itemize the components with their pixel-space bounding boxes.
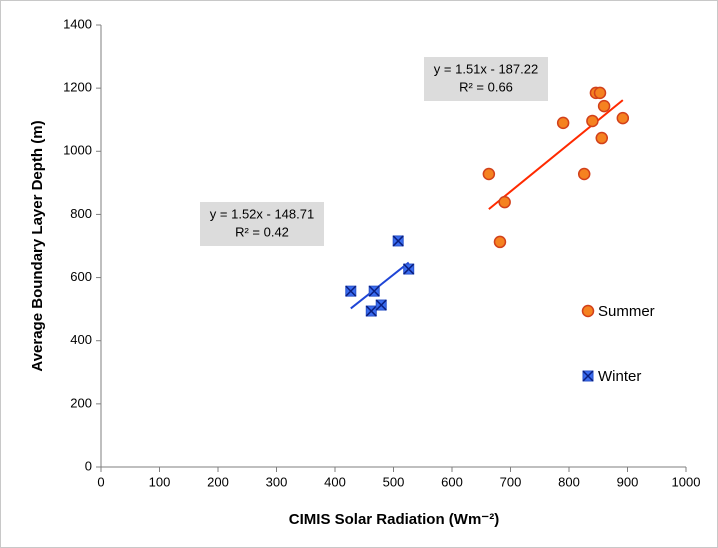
marker-circle <box>498 195 511 209</box>
equation: y = 1.51x - 187.22 <box>434 61 538 76</box>
x-tick-label: 500 <box>383 474 405 489</box>
data-point <box>375 299 387 311</box>
marker-circle <box>493 235 507 249</box>
marker-cross <box>365 305 377 317</box>
data-point <box>392 235 404 247</box>
marker-circle <box>581 304 595 318</box>
marker-circle <box>593 86 607 100</box>
marker-circle <box>577 167 591 181</box>
marker-circle <box>595 131 609 145</box>
data-point <box>577 167 591 181</box>
x-tick-label: 400 <box>324 474 346 489</box>
data-point <box>597 99 611 113</box>
marker-circle <box>616 111 630 125</box>
x-tick-label: 800 <box>558 474 580 489</box>
data-point <box>403 263 415 275</box>
equation: y = 1.52x - 148.71 <box>210 206 314 221</box>
data-point <box>482 167 496 181</box>
equation-box <box>424 57 548 101</box>
legend-label: Summer <box>598 303 655 320</box>
marker-circle <box>482 167 496 181</box>
x-tick-label: 0 <box>97 474 104 489</box>
x-tick-label: 100 <box>149 474 171 489</box>
data-point <box>368 285 380 297</box>
marker-cross <box>345 285 357 297</box>
x-tick-label: 900 <box>617 474 639 489</box>
data-point <box>556 116 570 130</box>
x-tick-label: 700 <box>500 474 522 489</box>
y-tick-label: 1400 <box>63 16 92 31</box>
x-tick-label: 1000 <box>672 474 701 489</box>
x-tick-label: 300 <box>266 474 288 489</box>
trendline <box>488 99 624 210</box>
marker-cross <box>368 285 380 297</box>
marker-circle <box>597 99 611 113</box>
y-tick-label: 1000 <box>63 143 92 158</box>
x-tick-label: 600 <box>441 474 463 489</box>
legend-label: Winter <box>598 368 641 385</box>
marker-cross <box>392 235 404 247</box>
y-tick-label: 800 <box>70 206 92 221</box>
data-point <box>493 235 507 249</box>
x-axis-title: CIMIS Solar Radiation (Wm⁻²) <box>289 511 499 528</box>
marker-circle <box>556 116 570 130</box>
data-point <box>616 111 630 125</box>
r-squared: R² = 0.42 <box>235 224 289 239</box>
data-point <box>586 114 599 128</box>
equation-box <box>200 202 324 246</box>
y-tick-label: 600 <box>70 269 92 284</box>
legend-marker <box>581 304 595 318</box>
y-tick-label: 0 <box>85 458 92 473</box>
data-point <box>345 285 357 297</box>
marker-cross <box>375 299 387 311</box>
trendline <box>350 261 410 310</box>
marker-circle <box>586 114 599 128</box>
y-axis-title: Average Boundary Layer Depth (m) <box>29 120 46 371</box>
data-point <box>498 195 511 209</box>
y-tick-label: 1200 <box>63 80 92 95</box>
r-squared: R² = 0.66 <box>459 79 513 94</box>
data-point <box>595 131 609 145</box>
y-tick-label: 200 <box>70 395 92 410</box>
x-tick-label: 200 <box>207 474 229 489</box>
marker-cross <box>403 263 415 275</box>
y-tick-label: 400 <box>70 332 92 347</box>
legend-marker <box>582 370 594 382</box>
data-point <box>593 86 607 100</box>
marker-cross <box>582 370 594 382</box>
data-point <box>365 305 377 317</box>
